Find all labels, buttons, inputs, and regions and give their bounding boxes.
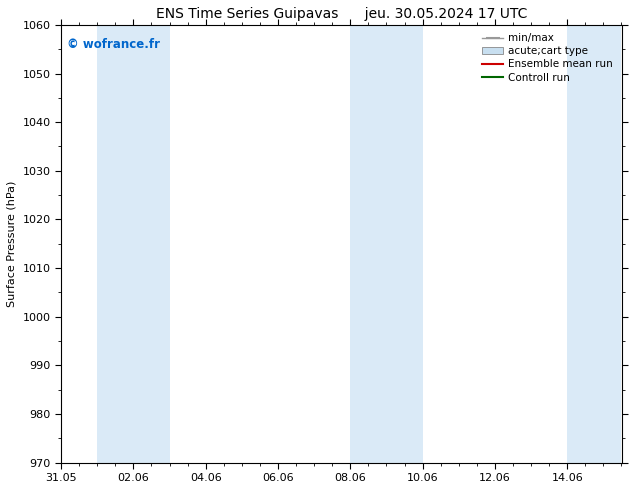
Title: ENS Time Series Guipavas      jeu. 30.05.2024 17 UTC: ENS Time Series Guipavas jeu. 30.05.2024…	[155, 7, 527, 21]
Legend: min/max, acute;cart type, Ensemble mean run, Controll run: min/max, acute;cart type, Ensemble mean …	[479, 30, 616, 86]
Bar	[97, 25, 169, 463]
Bar	[567, 25, 621, 463]
Text: © wofrance.fr: © wofrance.fr	[67, 38, 160, 51]
Y-axis label: Surface Pressure (hPa): Surface Pressure (hPa)	[7, 181, 17, 307]
Bar	[351, 25, 423, 463]
